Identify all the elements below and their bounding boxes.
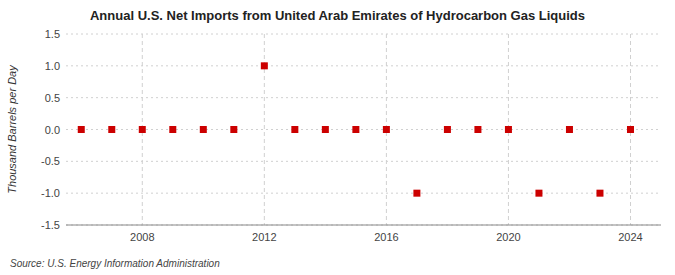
- point: [139, 126, 146, 133]
- y-grid-line: [66, 193, 661, 194]
- point: [169, 126, 176, 133]
- y-grid-line: [66, 225, 661, 226]
- y-tick-label: 1.0: [45, 60, 60, 72]
- points: [78, 62, 634, 196]
- point: [78, 126, 85, 133]
- point: [444, 126, 451, 133]
- y-tick-label: -0.5: [41, 155, 60, 167]
- chart: Annual U.S. Net Imports from United Arab…: [0, 0, 675, 275]
- y-grid-line: [66, 65, 661, 66]
- point: [596, 190, 603, 197]
- y-tick-label: 0.0: [45, 124, 60, 136]
- source-note: Source: U.S. Energy Information Administ…: [10, 258, 220, 269]
- point: [108, 126, 115, 133]
- point: [200, 126, 207, 133]
- x-axis-line: [66, 225, 661, 226]
- title: Annual U.S. Net Imports from United Arab…: [90, 8, 585, 23]
- point: [535, 190, 542, 197]
- axes: -1.5 -1.0 -0.5 0.0 0.5 1.0 1.5 2008 2012 2016 2020…: [41, 28, 643, 243]
- point: [383, 126, 390, 133]
- x-tick-label: 2024: [618, 231, 642, 243]
- grid: [66, 34, 661, 225]
- y-tick-label: 1.5: [45, 28, 60, 40]
- y-tick-label: 0.5: [45, 92, 60, 104]
- point: [352, 126, 359, 133]
- y-tick-label: -1.0: [41, 187, 60, 199]
- point: [627, 126, 634, 133]
- y-grid-line: [66, 97, 661, 98]
- point: [230, 126, 237, 133]
- y-axis-label: Thousand Barrels per Day: [6, 64, 18, 194]
- x-tick-label: 2008: [130, 231, 154, 243]
- point: [413, 190, 420, 197]
- point: [322, 126, 329, 133]
- x-tick-label: 2012: [252, 231, 276, 243]
- point: [505, 126, 512, 133]
- y-grid-line: [66, 161, 661, 162]
- y-grid-line: [66, 34, 661, 35]
- point: [291, 126, 298, 133]
- y-tick-label: -1.5: [41, 219, 60, 231]
- point: [566, 126, 573, 133]
- x-tick-label: 2016: [374, 231, 398, 243]
- point: [474, 126, 481, 133]
- x-tick-label: 2020: [496, 231, 520, 243]
- point: [261, 62, 268, 69]
